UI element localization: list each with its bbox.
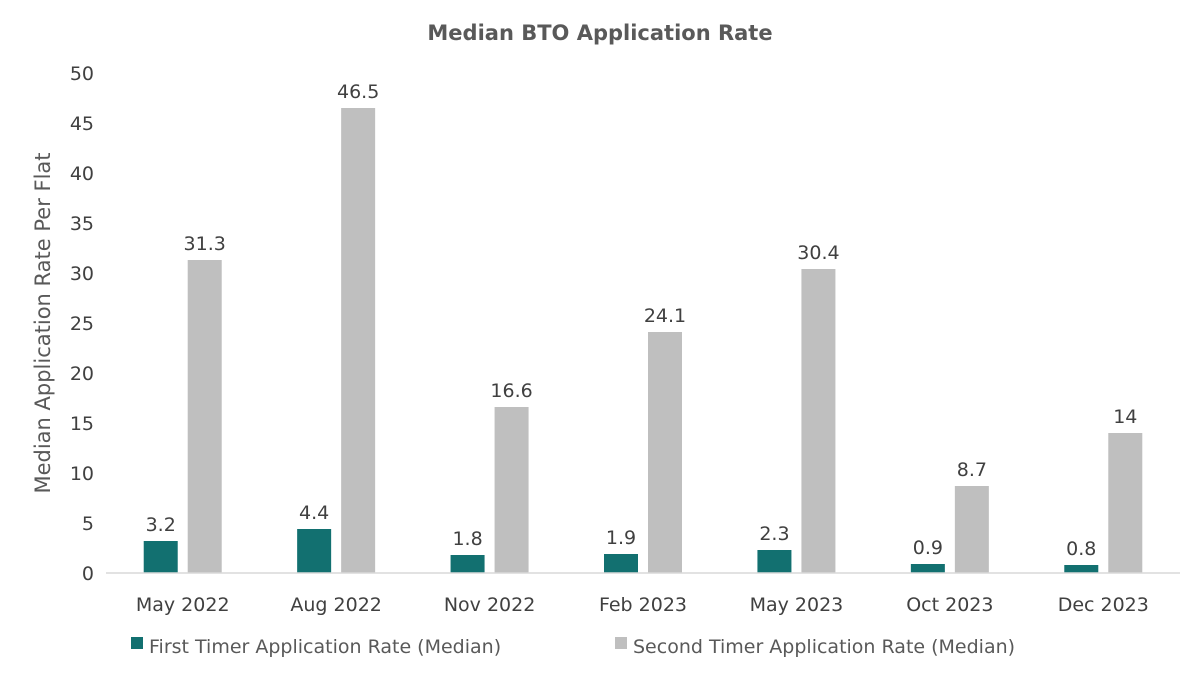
legend-label-first-timer: First Timer Application Rate (Median): [149, 636, 501, 658]
y-tick-label: 25: [70, 313, 94, 335]
y-tick-label: 10: [70, 463, 94, 485]
first-timer-bar: [910, 564, 945, 573]
first-timer-data-label: 1.9: [606, 527, 636, 549]
first-timer-data-label: 1.8: [452, 528, 482, 550]
first-timer-data-label: 3.2: [146, 514, 176, 536]
first-timer-bar: [297, 529, 332, 573]
second-timer-bar: [341, 108, 376, 573]
y-tick-label: 50: [70, 63, 94, 85]
second-timer-data-label: 8.7: [957, 459, 987, 481]
first-timer-data-label: 2.3: [759, 523, 789, 545]
first-timer-bar: [757, 550, 792, 573]
y-tick-label: 30: [70, 263, 94, 285]
second-timer-data-label: 46.5: [337, 81, 379, 103]
first-timer-bar: [1064, 565, 1099, 573]
x-tick-label: Oct 2023: [906, 594, 993, 616]
y-tick-label: 45: [70, 113, 94, 135]
x-tick-label: Feb 2023: [599, 594, 687, 616]
first-timer-bar: [143, 541, 178, 573]
bars: [143, 108, 1143, 573]
legend-swatch-second-timer: [615, 637, 627, 649]
second-timer-bar: [1108, 433, 1143, 573]
legend: First Timer Application Rate (Median) Sec…: [131, 636, 1015, 658]
first-timer-bar: [604, 554, 638, 573]
second-timer-data-label: 30.4: [797, 242, 839, 264]
second-timer-bar: [648, 332, 682, 573]
first-timer-data-label: 0.9: [913, 537, 943, 559]
x-tick-label: Nov 2022: [444, 594, 535, 616]
legend-swatch-first-timer: [131, 637, 143, 649]
second-timer-data-label: 31.3: [184, 233, 226, 255]
x-tick-label: Aug 2022: [290, 594, 382, 616]
data-labels: 3.2 31.3 4.4 46.5 1.8 16.6 1.9 24.1 2.3 30.4 0.9 8.…: [146, 81, 1138, 560]
first-timer-bar: [450, 555, 485, 573]
y-axis-ticks: 0 5 10 15 20 25 30 35 40 45 50: [70, 63, 94, 585]
second-timer-bar: [494, 407, 529, 573]
second-timer-data-label: 24.1: [644, 305, 686, 327]
x-tick-label: Dec 2023: [1058, 594, 1149, 616]
y-tick-label: 20: [70, 363, 94, 385]
second-timer-bar: [954, 486, 989, 573]
second-timer-bar: [187, 260, 222, 573]
y-tick-label: 5: [82, 513, 94, 535]
legend-label-second-timer: Second Timer Application Rate (Median): [633, 636, 1015, 658]
second-timer-data-label: 16.6: [490, 380, 532, 402]
second-timer-bar: [801, 269, 836, 573]
x-tick-label: May 2023: [750, 594, 844, 616]
y-tick-label: 35: [70, 213, 94, 235]
second-timer-data-label: 14: [1113, 406, 1137, 428]
y-axis-title: Median Application Rate Per Flat: [31, 152, 55, 493]
y-tick-label: 15: [70, 413, 94, 435]
y-tick-label: 40: [70, 163, 94, 185]
y-tick-label: 0: [82, 563, 94, 585]
first-timer-data-label: 4.4: [299, 502, 329, 524]
x-tick-label: May 2022: [136, 594, 230, 616]
first-timer-data-label: 0.8: [1066, 538, 1096, 560]
chart-title: Median BTO Application Rate: [427, 21, 772, 45]
x-axis-ticks: May 2022 Aug 2022 Nov 2022 Feb 2023 May 2023…: [136, 594, 1149, 616]
